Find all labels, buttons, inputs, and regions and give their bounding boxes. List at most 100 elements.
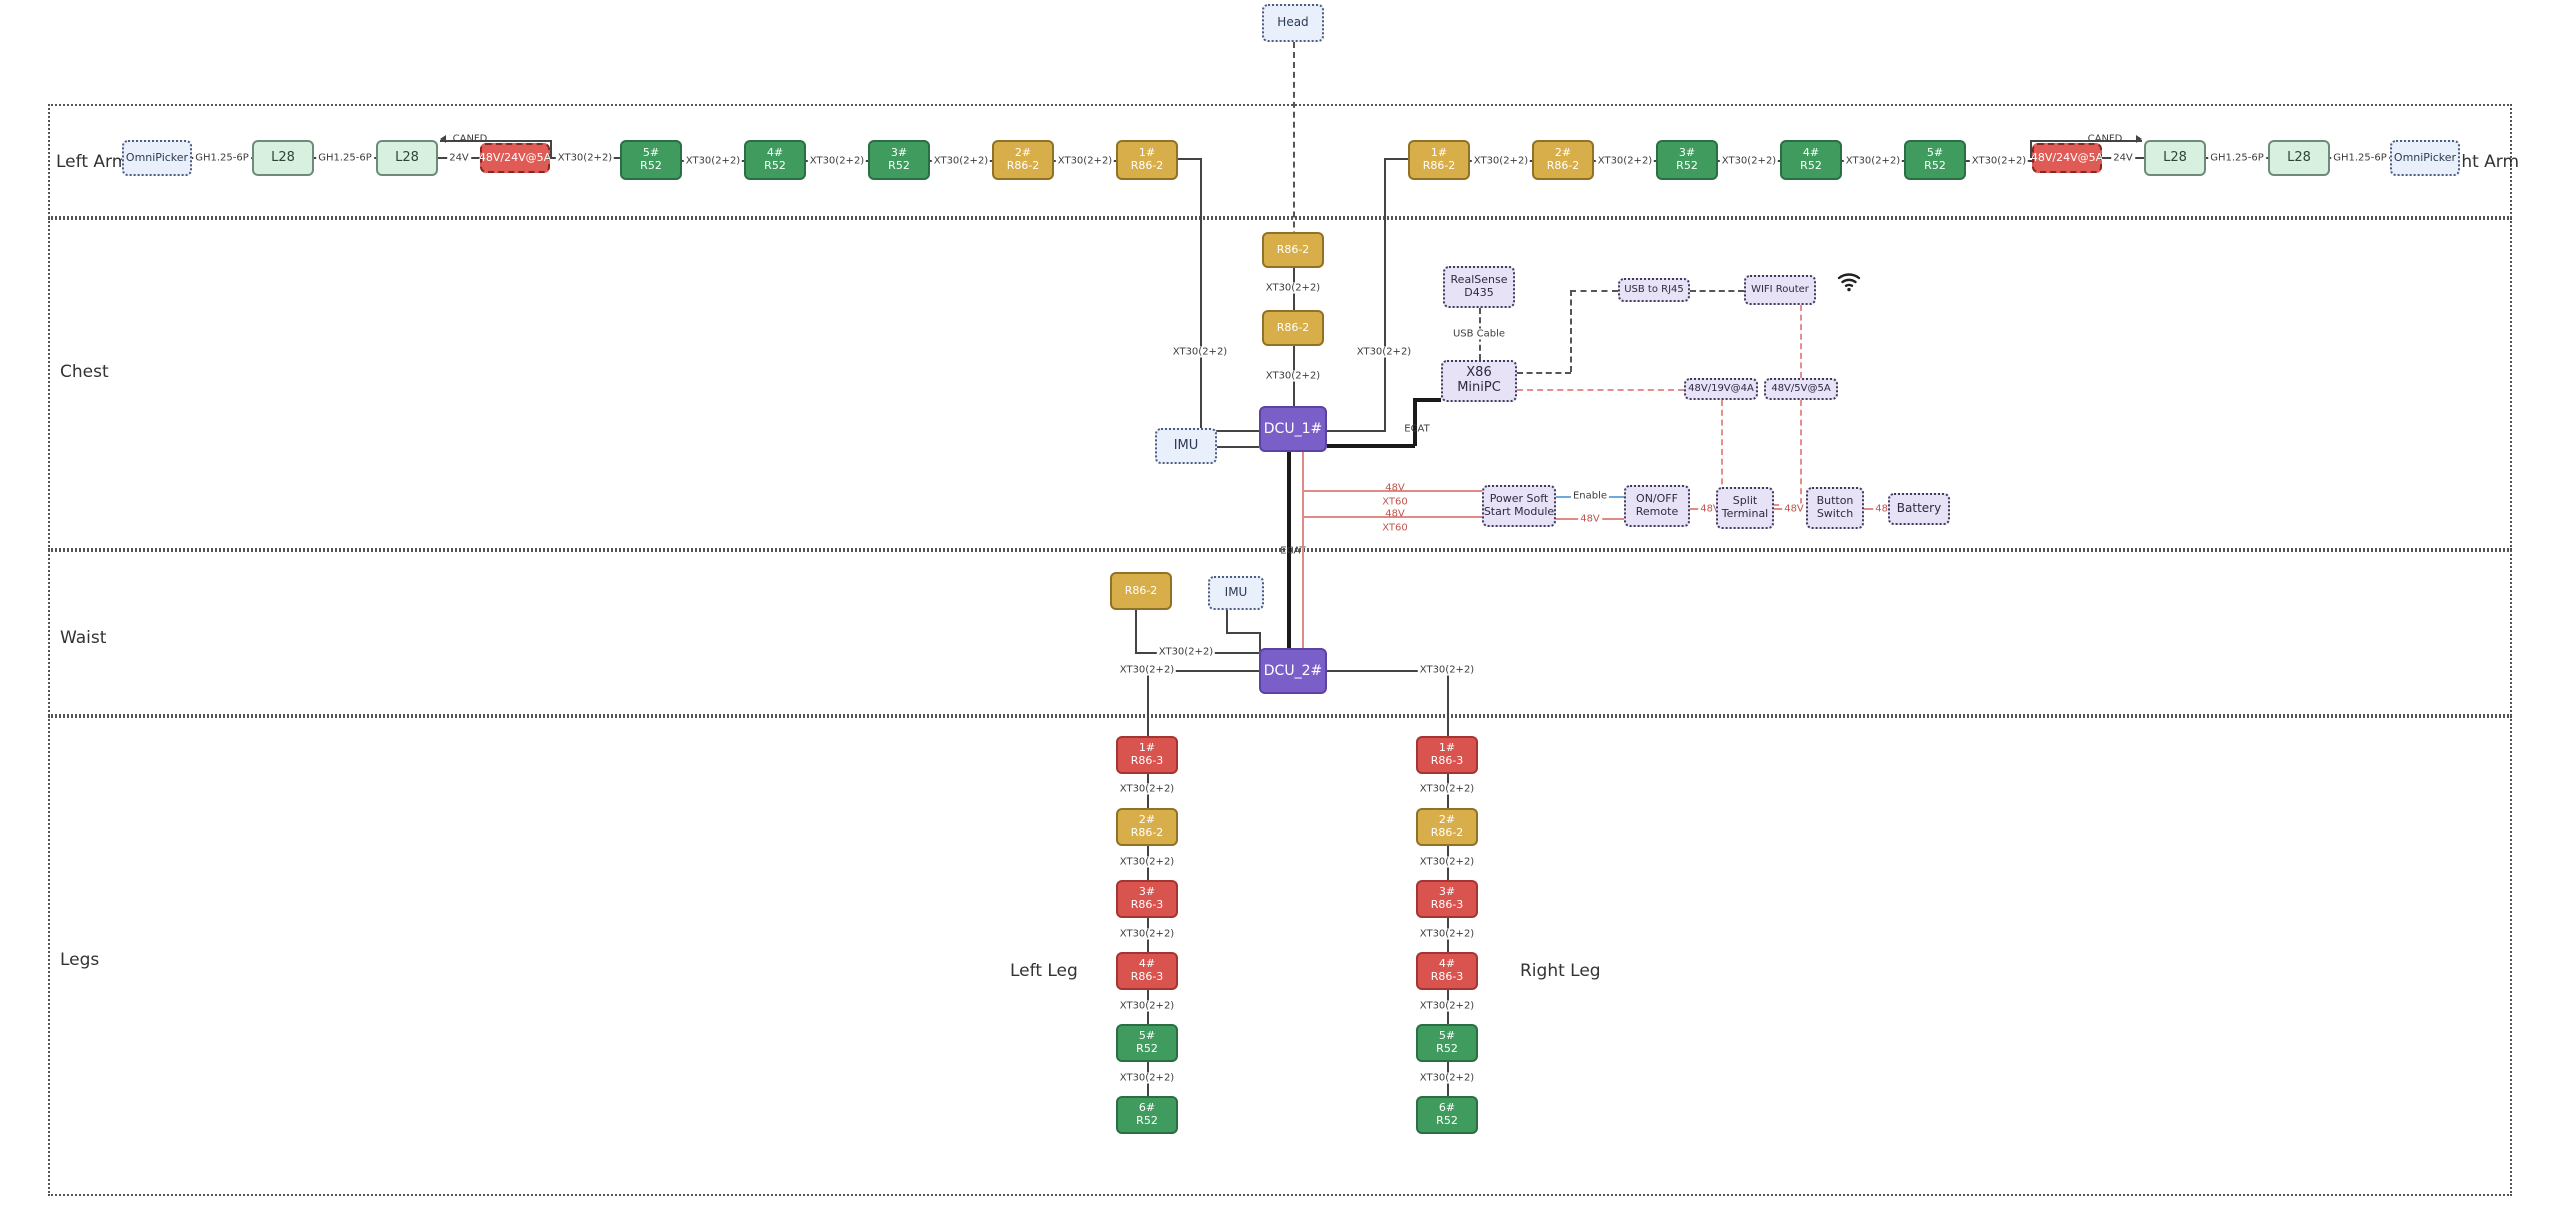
node-label: DCU_1# bbox=[1263, 420, 1323, 437]
node-label: ON/OFF bbox=[1636, 492, 1678, 506]
node-left-leg-motor-2[interactable]: 2# R86-2 bbox=[1116, 808, 1178, 846]
edge-label-xt60-b: XT60 bbox=[1382, 522, 1408, 534]
node-wifi-router[interactable]: WIFI Router bbox=[1744, 275, 1816, 305]
edge-label-ecat-chest: ECAT bbox=[1404, 423, 1430, 435]
node-right-arm-motor-2[interactable]: 2# R86-2 bbox=[1532, 140, 1594, 180]
edge-dcu2-right-leg bbox=[1327, 670, 1447, 672]
node-sublabel: R86-2 bbox=[1006, 159, 1040, 172]
edge-minipc-to-riser bbox=[1517, 372, 1571, 374]
node-right-arm-converter[interactable]: 48V/24V@5A bbox=[2031, 143, 2103, 173]
node-label: 5# bbox=[1138, 1029, 1156, 1043]
node-left-arm-motor-2[interactable]: 2# R86-2 bbox=[992, 140, 1054, 180]
node-sublabel: R86-2 bbox=[1546, 159, 1580, 172]
edge-dcu1-48v-upper bbox=[1302, 490, 1482, 492]
node-sublabel: MiniPC bbox=[1457, 380, 1501, 395]
node-right-arm-motor-4[interactable]: 4# R52 bbox=[1780, 140, 1842, 180]
node-sublabel: R52 bbox=[1136, 1042, 1158, 1055]
node-usb-to-rj45[interactable]: USB to RJ45 bbox=[1618, 278, 1690, 302]
node-left-arm-motor-5[interactable]: 5# R52 bbox=[620, 140, 682, 180]
edge-label-xt30-ra5: XT30(2+2) bbox=[1969, 155, 2029, 167]
node-head[interactable]: Head bbox=[1262, 4, 1324, 42]
canfd-right-arrow bbox=[2136, 135, 2142, 143]
node-right-arm-motor-1[interactable]: 1# R86-2 bbox=[1408, 140, 1470, 180]
node-chest-imu[interactable]: IMU bbox=[1155, 428, 1217, 464]
node-label: 48V/24V@5A bbox=[478, 150, 552, 164]
node-label: 3# bbox=[890, 146, 908, 160]
node-left-leg-motor-5[interactable]: 5# R52 bbox=[1116, 1024, 1178, 1062]
canfd-left-arrow bbox=[440, 135, 446, 143]
node-sublabel: R86-2 bbox=[1430, 826, 1464, 839]
node-power-soft-start[interactable]: Power Soft Start Module bbox=[1482, 485, 1556, 527]
edge-ecat-riser bbox=[1413, 398, 1417, 446]
edge-ra-drop-top bbox=[1384, 158, 1408, 160]
node-right-arm-l28-2[interactable]: L28 bbox=[2268, 140, 2330, 176]
node-label: 48V/19V@4A bbox=[1688, 383, 1754, 395]
node-sublabel: Terminal bbox=[1721, 507, 1769, 520]
side-label-left-arm: Left Arm bbox=[56, 152, 129, 172]
edge-19v-to-minipc bbox=[1517, 389, 1684, 391]
edge-dcu2-left-leg bbox=[1147, 670, 1259, 672]
node-right-leg-motor-4[interactable]: 4# R86-3 bbox=[1416, 952, 1478, 990]
node-left-arm-l28-1[interactable]: L28 bbox=[252, 140, 314, 176]
node-right-arm-omnipicker[interactable]: OmniPicker bbox=[2390, 140, 2460, 176]
node-label: R86-2 bbox=[1124, 583, 1158, 597]
node-converter-5v[interactable]: 48V/5V@5A bbox=[1764, 378, 1838, 400]
node-dcu1[interactable]: DCU_1# bbox=[1259, 406, 1327, 452]
node-left-arm-omnipicker[interactable]: OmniPicker bbox=[122, 140, 192, 176]
node-left-arm-motor-3[interactable]: 3# R52 bbox=[868, 140, 930, 180]
node-left-arm-converter[interactable]: 48V/24V@5A bbox=[478, 143, 552, 173]
node-label: 1# bbox=[1138, 741, 1156, 755]
node-label: WIFI Router bbox=[1751, 284, 1809, 296]
node-label: 3# bbox=[1678, 146, 1696, 160]
node-label: 48V/5V@5A bbox=[1771, 383, 1831, 395]
edge-la-drop-top bbox=[1178, 158, 1202, 160]
node-right-leg-motor-5[interactable]: 5# R52 bbox=[1416, 1024, 1478, 1062]
node-left-arm-motor-1[interactable]: 1# R86-2 bbox=[1116, 140, 1178, 180]
node-button-switch[interactable]: Button Switch bbox=[1806, 487, 1864, 529]
edge-head-to-chest bbox=[1293, 42, 1295, 417]
edge-label-xt30-neck2: XT30(2+2) bbox=[1263, 370, 1323, 382]
node-right-leg-motor-3[interactable]: 3# R86-3 bbox=[1416, 880, 1478, 918]
node-label: 3# bbox=[1138, 885, 1156, 899]
node-waist-r86[interactable]: R86-2 bbox=[1110, 572, 1172, 610]
node-dcu2[interactable]: DCU_2# bbox=[1259, 648, 1327, 694]
node-label: 5# bbox=[1926, 146, 1944, 160]
node-waist-imu[interactable]: IMU bbox=[1208, 576, 1264, 610]
edge-label-xt30-la3: XT30(2+2) bbox=[807, 155, 867, 167]
node-neck-motor-upper[interactable]: R86-2 bbox=[1262, 232, 1324, 268]
node-battery[interactable]: Battery bbox=[1888, 493, 1950, 525]
node-label: 5# bbox=[1438, 1029, 1456, 1043]
node-left-leg-motor-3[interactable]: 3# R86-3 bbox=[1116, 880, 1178, 918]
node-minipc[interactable]: X86 MiniPC bbox=[1441, 360, 1517, 402]
node-left-leg-motor-1[interactable]: 1# R86-3 bbox=[1116, 736, 1178, 774]
node-left-arm-l28-2[interactable]: L28 bbox=[376, 140, 438, 176]
node-right-leg-motor-2[interactable]: 2# R86-2 bbox=[1416, 808, 1478, 846]
node-left-leg-motor-4[interactable]: 4# R86-3 bbox=[1116, 952, 1178, 990]
node-right-arm-motor-5[interactable]: 5# R52 bbox=[1904, 140, 1966, 180]
node-left-arm-motor-4[interactable]: 4# R52 bbox=[744, 140, 806, 180]
node-right-arm-motor-3[interactable]: 3# R52 bbox=[1656, 140, 1718, 180]
node-right-arm-l28-1[interactable]: L28 bbox=[2144, 140, 2206, 176]
edge-la-drop bbox=[1200, 158, 1202, 432]
node-label: 4# bbox=[1802, 146, 1820, 160]
edge-label-xt30-la5: XT30(2+2) bbox=[1055, 155, 1115, 167]
edge-label-xt30-la2: XT30(2+2) bbox=[683, 155, 743, 167]
node-label: OmniPicker bbox=[125, 150, 189, 164]
node-left-leg-motor-6[interactable]: 6# R52 bbox=[1116, 1096, 1178, 1134]
edge-label-xt30-rl5: XT30(2+2) bbox=[1417, 1072, 1477, 1084]
edge-ecat-to-minipc bbox=[1413, 398, 1441, 402]
wifi-icon bbox=[1837, 273, 1861, 292]
node-onoff-remote[interactable]: ON/OFF Remote bbox=[1624, 485, 1690, 527]
node-right-leg-motor-1[interactable]: 1# R86-3 bbox=[1416, 736, 1478, 774]
node-right-leg-motor-6[interactable]: 6# R52 bbox=[1416, 1096, 1478, 1134]
node-neck-motor-lower[interactable]: R86-2 bbox=[1262, 310, 1324, 346]
node-realsense[interactable]: RealSense D435 bbox=[1443, 266, 1515, 308]
edge-label-xt30-rl1: XT30(2+2) bbox=[1417, 783, 1477, 795]
edge-label-48v-split: 48V bbox=[1698, 503, 1722, 515]
node-split-terminal[interactable]: Split Terminal bbox=[1716, 487, 1774, 529]
node-label: 6# bbox=[1438, 1101, 1456, 1115]
edge-usbrj45-to-router bbox=[1690, 290, 1744, 292]
edge-riser-to-usbrj45 bbox=[1570, 290, 1618, 292]
edge-label-48v-battery: 48V bbox=[1873, 503, 1897, 515]
node-converter-19v[interactable]: 48V/19V@4A bbox=[1684, 378, 1758, 400]
